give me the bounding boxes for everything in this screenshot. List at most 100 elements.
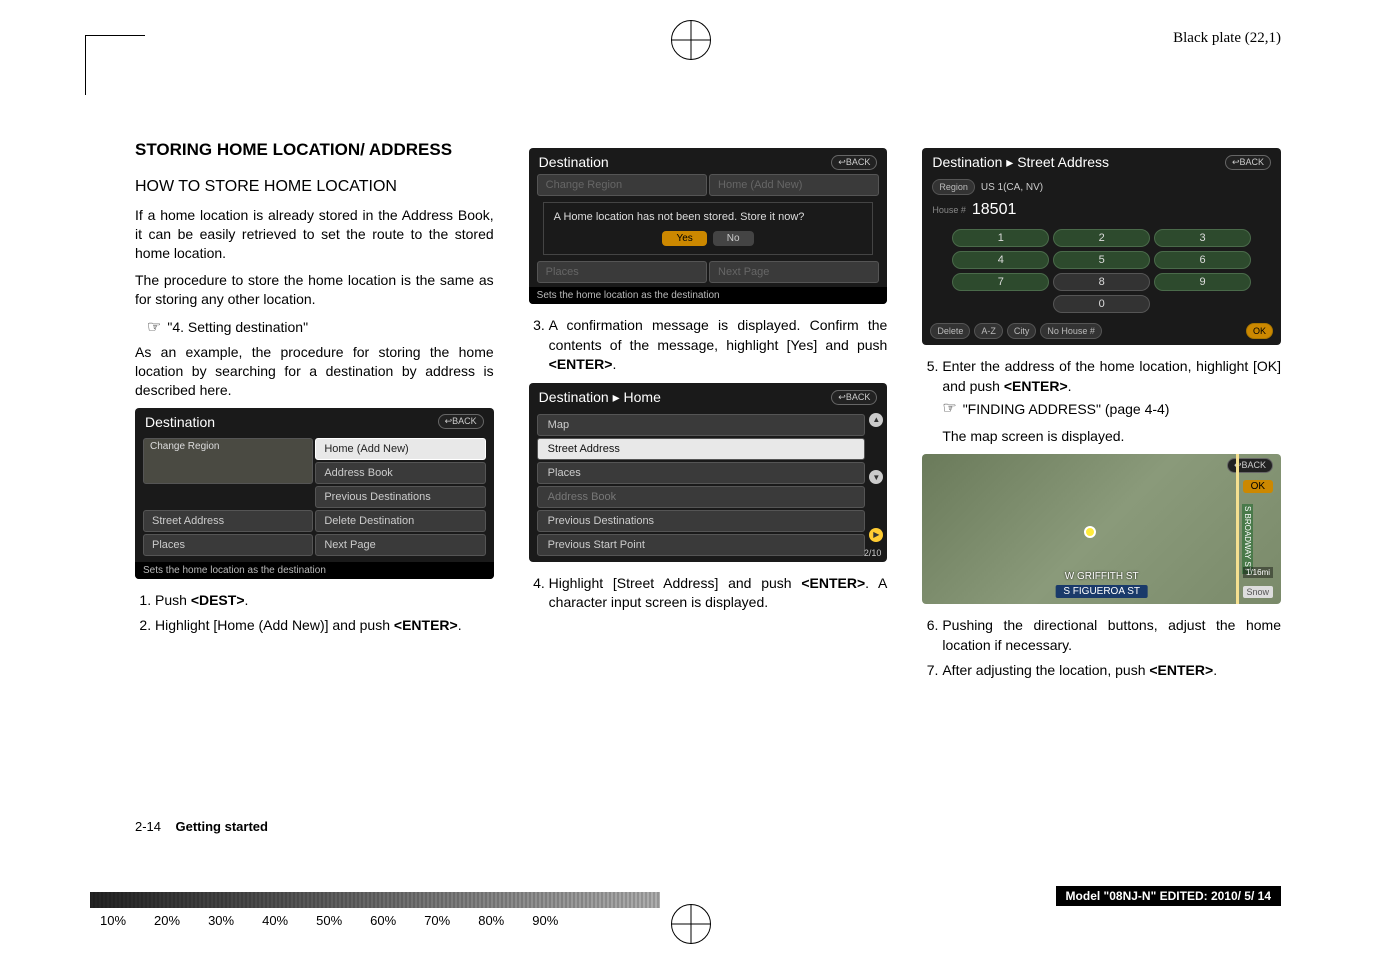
scroll-down-icon[interactable]: ▼ xyxy=(869,470,883,484)
key-3[interactable]: 3 xyxy=(1154,229,1251,247)
street-address-cell[interactable]: Street Address xyxy=(143,510,313,532)
key-8[interactable]: 8 xyxy=(1053,273,1150,291)
next-page-cell: Next Page xyxy=(709,261,879,283)
percent-label: 40% xyxy=(262,913,288,928)
scale-label: 1/16mi xyxy=(1243,567,1273,578)
percent-label: 30% xyxy=(208,913,234,928)
percent-label: 20% xyxy=(154,913,180,928)
key-5[interactable]: 5 xyxy=(1053,251,1150,269)
previous-start-row[interactable]: Previous Start Point xyxy=(537,534,866,556)
reference-text: "4. Setting destination" xyxy=(167,319,308,335)
screenshot-map: ↩BACK OK S BROADWAY ST W GRIFFITH ST S F… xyxy=(922,454,1281,604)
step-1: Push <DEST>. xyxy=(155,591,494,611)
screenshot-title: Destination xyxy=(539,154,609,170)
delete-button[interactable]: Delete xyxy=(930,323,970,339)
key-2[interactable]: 2 xyxy=(1053,229,1150,247)
percent-row: 10% 20% 30% 40% 50% 60% 70% 80% 90% xyxy=(100,913,558,928)
content-columns: STORING HOME LOCATION/ ADDRESS HOW TO ST… xyxy=(135,140,1281,687)
yes-button[interactable]: Yes xyxy=(662,231,706,246)
screenshot-footer: Sets the home location as the destinatio… xyxy=(529,287,888,304)
reference-text: "FINDING ADDRESS" (page 4-4) xyxy=(963,400,1170,420)
column-1: STORING HOME LOCATION/ ADDRESS HOW TO ST… xyxy=(135,140,494,687)
screenshot-footer: Sets the home location as the destinatio… xyxy=(135,562,494,579)
screenshot-keypad: Destination ▸ Street Address ↩BACK Regio… xyxy=(922,148,1281,345)
street-label: W GRIFFITH ST xyxy=(1065,571,1139,582)
key-0[interactable]: 0 xyxy=(1053,295,1150,313)
back-button[interactable]: ↩BACK xyxy=(1227,458,1273,473)
column-3: Destination ▸ Street Address ↩BACK Regio… xyxy=(922,140,1281,687)
percent-label: 70% xyxy=(424,913,450,928)
region-value: US 1(CA, NV) xyxy=(981,182,1043,193)
scroll-up-icon[interactable]: ▲ xyxy=(869,413,883,427)
map-row[interactable]: Map xyxy=(537,414,866,436)
percent-label: 10% xyxy=(100,913,126,928)
road-label: S BROADWAY ST xyxy=(1242,504,1253,574)
house-label: House # xyxy=(932,205,966,215)
percent-label: 90% xyxy=(532,913,558,928)
address-book-cell[interactable]: Address Book xyxy=(315,462,485,484)
region-button[interactable]: Region xyxy=(932,179,975,195)
enter-label: <ENTER> xyxy=(394,617,458,633)
key-4[interactable]: 4 xyxy=(952,251,1049,269)
places-cell[interactable]: Places xyxy=(143,534,313,556)
reference-icon: ☞ xyxy=(942,398,956,420)
az-button[interactable]: A-Z xyxy=(974,323,1003,339)
home-add-new-cell[interactable]: Home (Add New) xyxy=(315,438,485,460)
step-3: A confirmation message is displayed. Con… xyxy=(549,316,888,375)
cell-label: Change Region xyxy=(150,441,220,452)
screenshot-title: Destination ▸ Home xyxy=(539,389,661,406)
percent-label: 80% xyxy=(478,913,504,928)
map-displayed-text: The map screen is displayed. xyxy=(942,427,1281,447)
paragraph: As an example, the procedure for storing… xyxy=(135,343,494,400)
snow-button[interactable]: Snow xyxy=(1243,586,1274,598)
house-value: 18501 xyxy=(972,201,1017,219)
home-add-cell: Home (Add New) xyxy=(709,174,879,196)
step-text: . xyxy=(1068,378,1072,394)
no-button[interactable]: No xyxy=(713,231,754,246)
change-region-cell[interactable]: Change Region xyxy=(143,438,313,484)
back-button[interactable]: ↩BACK xyxy=(831,390,877,405)
next-page-cell[interactable]: Next Page xyxy=(315,534,485,556)
list-counter: 2/10 xyxy=(864,548,882,558)
column-2: Destination ↩BACK Change Region Home (Ad… xyxy=(529,140,888,687)
location-marker-icon xyxy=(1084,526,1096,538)
street-address-row[interactable]: Street Address xyxy=(537,438,866,460)
percent-label: 50% xyxy=(316,913,342,928)
no-house-button[interactable]: No House # xyxy=(1040,323,1102,339)
ok-button[interactable]: OK xyxy=(1243,480,1273,493)
step-2: Highlight [Home (Add New)] and push <ENT… xyxy=(155,616,494,636)
reference-icon: ☞ xyxy=(147,317,161,337)
steps-list: Highlight [Street Address] and push <ENT… xyxy=(529,574,888,613)
scroll-indicator-icon: ▶ xyxy=(869,528,883,542)
places-row[interactable]: Places xyxy=(537,462,866,484)
steps-list: Pushing the directional buttons, adjust … xyxy=(922,616,1281,681)
back-button[interactable]: ↩BACK xyxy=(831,155,877,170)
page-footer: 2-14 Getting started xyxy=(135,819,268,834)
dialog-box: A Home location has not been stored. Sto… xyxy=(543,202,874,255)
screenshot-confirm-dialog: Destination ↩BACK Change Region Home (Ad… xyxy=(529,148,888,304)
key-1[interactable]: 1 xyxy=(952,229,1049,247)
city-button[interactable]: City xyxy=(1007,323,1037,339)
step-4: Highlight [Street Address] and push <ENT… xyxy=(549,574,888,613)
key-6[interactable]: 6 xyxy=(1154,251,1251,269)
screenshot-title: Destination xyxy=(145,414,215,430)
key-9[interactable]: 9 xyxy=(1154,273,1251,291)
key-7[interactable]: 7 xyxy=(952,273,1049,291)
density-bar xyxy=(90,892,660,908)
sub-title: HOW TO STORE HOME LOCATION xyxy=(135,178,494,196)
step-7: After adjusting the location, push <ENTE… xyxy=(942,661,1281,681)
delete-destination-cell[interactable]: Delete Destination xyxy=(315,510,485,532)
scroll-bar[interactable]: ▲ ▼ ▶ xyxy=(869,413,883,542)
change-region-cell: Change Region xyxy=(537,174,707,196)
number-keypad: 1 2 3 4 5 6 7 8 9 0 xyxy=(922,223,1281,319)
screenshot-destination-menu: Destination ↩BACK Change Region Home (Ad… xyxy=(135,408,494,579)
registration-mark-top xyxy=(671,20,711,60)
previous-destinations-row[interactable]: Previous Destinations xyxy=(537,510,866,532)
previous-destinations-cell[interactable]: Previous Destinations xyxy=(315,486,485,508)
back-button[interactable]: ↩BACK xyxy=(1225,155,1271,170)
ok-button[interactable]: OK xyxy=(1246,323,1273,339)
step-text: Enter the address of the home location, … xyxy=(942,358,1281,394)
back-button[interactable]: ↩BACK xyxy=(438,414,484,429)
steps-list: Enter the address of the home location, … xyxy=(922,357,1281,446)
section-title: STORING HOME LOCATION/ ADDRESS xyxy=(135,140,494,160)
